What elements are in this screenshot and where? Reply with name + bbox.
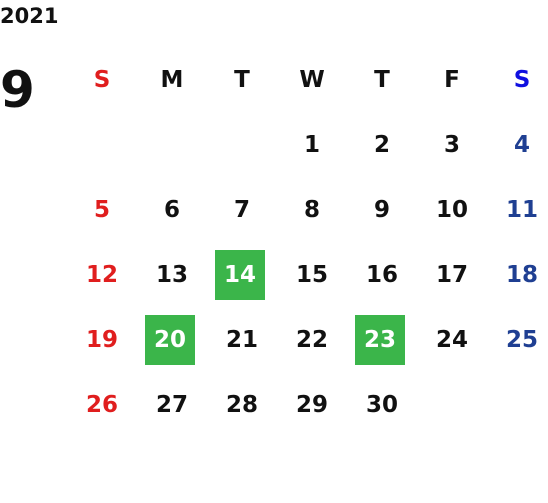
date: 1: [303, 132, 320, 158]
date: 29: [295, 392, 328, 418]
weekday-header: T: [234, 67, 250, 93]
weekday-header: M: [160, 67, 184, 93]
date: 3: [443, 132, 460, 158]
date: 19: [85, 327, 118, 353]
weekday-header: W: [299, 67, 325, 93]
date: 8: [303, 197, 320, 223]
date: 5: [93, 197, 110, 223]
date: 12: [85, 262, 118, 288]
date: 21: [225, 327, 258, 353]
date: 22: [295, 327, 328, 353]
highlighted-date: 23: [355, 315, 405, 365]
date: 10: [435, 197, 468, 223]
date: 2: [373, 132, 390, 158]
weekday-header: F: [444, 67, 460, 93]
weekday-header: S: [93, 67, 111, 93]
month: 9: [0, 61, 35, 119]
date: 27: [155, 392, 188, 418]
highlighted-date: 14: [215, 250, 265, 300]
date: 11: [505, 197, 538, 223]
year: 2021: [0, 4, 59, 28]
date: 15: [295, 262, 328, 288]
date: 7: [233, 197, 250, 223]
date: 18: [505, 262, 538, 288]
weekday-header: S: [513, 67, 531, 93]
date: 17: [435, 262, 468, 288]
date: 28: [225, 392, 258, 418]
date: 24: [435, 327, 468, 353]
date: 16: [365, 262, 398, 288]
date: 4: [513, 132, 530, 158]
date: 30: [365, 392, 398, 418]
date: 26: [85, 392, 118, 418]
date: 25: [505, 327, 538, 353]
highlighted-date: 20: [145, 315, 195, 365]
date: 13: [155, 262, 188, 288]
weekday-header: T: [374, 67, 390, 93]
date: 9: [373, 197, 390, 223]
date: 6: [163, 197, 180, 223]
